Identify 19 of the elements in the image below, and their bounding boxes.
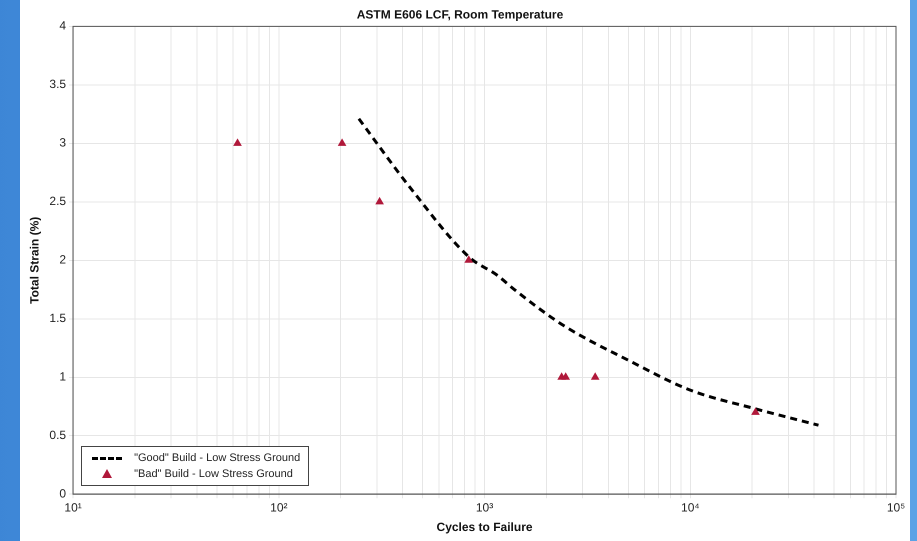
y-tick-label: 4: [59, 18, 66, 33]
y-tick-label: 1: [59, 370, 66, 384]
legend-label: "Bad" Build - Low Stress Ground: [134, 468, 293, 480]
y-tick-label: 3.5: [49, 77, 66, 92]
y-tick-label: 2.5: [49, 194, 66, 208]
x-tick-label: 10⁵: [886, 500, 906, 515]
x-tick-label: 10⁴: [681, 500, 700, 515]
x-axis-title: Cycles to Failure: [436, 520, 533, 534]
x-tick-label: 10¹: [64, 500, 82, 515]
chart-title: ASTM E606 LCF, Room Temperature: [356, 8, 564, 22]
x-tick-label: 10³: [476, 500, 494, 515]
y-axis-title: Total Strain (%): [28, 216, 42, 304]
x-tick-label: 10²: [270, 500, 288, 515]
legend-label: "Good" Build - Low Stress Ground: [134, 452, 300, 464]
y-tick-label: 1.5: [49, 311, 66, 326]
y-tick-label: 0.5: [49, 428, 66, 442]
y-tick-label: 0: [59, 486, 66, 501]
y-tick-label: 2: [59, 252, 66, 267]
y-tick-label: 3: [59, 136, 66, 150]
